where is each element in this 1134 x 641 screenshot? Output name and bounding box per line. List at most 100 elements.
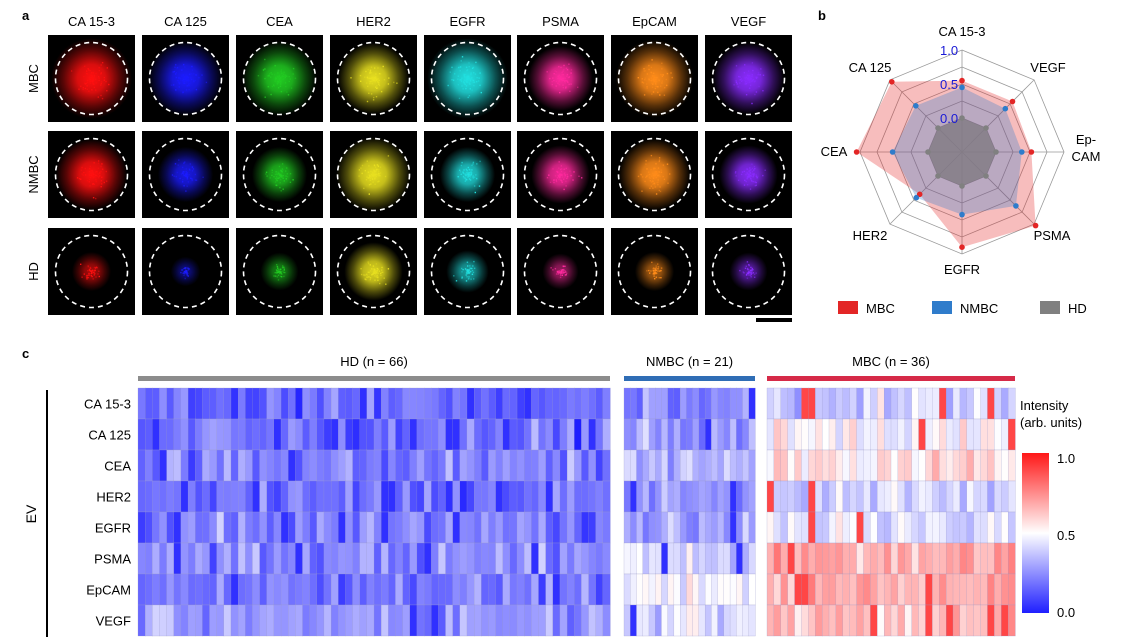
heatmap-cell [445, 449, 454, 482]
signal-speckle [367, 171, 370, 173]
radar-axis-label: HER2 [853, 228, 888, 243]
signal-speckle [654, 80, 656, 83]
signal-speckle [464, 268, 467, 271]
signal-speckle [277, 177, 279, 179]
signal-speckle [90, 80, 92, 82]
heatmap-cell [152, 511, 160, 544]
signal-speckle [649, 180, 652, 182]
signal-speckle [560, 270, 563, 272]
signal-speckle [187, 267, 189, 269]
signal-speckle [754, 184, 756, 187]
heatmap-cell [459, 449, 468, 482]
heatmap-cell [686, 511, 694, 544]
heatmap-cell [655, 449, 662, 482]
heatmap-cell [711, 387, 719, 420]
heatmap-cell [723, 542, 731, 575]
signal-speckle [194, 179, 197, 181]
heatmap-cell [945, 387, 954, 420]
signal-speckle [641, 78, 643, 80]
signal-speckle [183, 63, 185, 66]
heatmap-cell [911, 387, 920, 420]
signal-speckle [91, 77, 93, 79]
signal-speckle [742, 271, 744, 273]
signal-speckle [377, 272, 380, 275]
signal-speckle [271, 73, 273, 75]
heatmap-cell [266, 511, 275, 544]
signal-speckle [369, 278, 371, 281]
signal-speckle [182, 81, 184, 83]
signal-speckle [471, 77, 473, 79]
signal-speckle [750, 175, 753, 177]
signal-speckle [466, 171, 468, 174]
signal-speckle [285, 178, 287, 180]
signal-speckle [89, 165, 91, 168]
heatmap-cell [488, 511, 497, 544]
dashed-outline [617, 137, 692, 212]
signal-speckle [562, 86, 565, 89]
heatmap-cell [481, 449, 489, 482]
signal-speckle [650, 270, 652, 272]
signal-speckle [764, 169, 766, 171]
signal-speckle [739, 79, 741, 81]
signal-speckle [370, 66, 373, 68]
signal-speckle [648, 78, 650, 80]
heatmap-cell [259, 418, 268, 451]
heatmap-cell [137, 480, 146, 513]
heatmap-cell [574, 387, 582, 420]
heatmap-cell [137, 387, 146, 420]
heatmap-cell [216, 449, 225, 482]
heatmap-cell [952, 418, 961, 451]
signal-speckle [750, 276, 752, 278]
heatmap-cell [1001, 511, 1009, 544]
heatmap-cell [959, 542, 968, 575]
signal-speckle [92, 278, 94, 280]
signal-speckle [462, 88, 464, 90]
signal-speckle [641, 81, 644, 83]
signal-speckle [556, 270, 559, 273]
signal-speckle [98, 270, 100, 272]
signal-speckle [98, 67, 100, 69]
heatmap-cell [416, 573, 425, 606]
signal-speckle [380, 272, 382, 275]
signal-speckle [473, 185, 476, 187]
heatmap-cell [729, 480, 737, 513]
dashed-outline [617, 41, 692, 116]
heatmap-cell [642, 573, 650, 606]
signal-speckle [279, 182, 281, 184]
signal-speckle [367, 85, 369, 88]
signal-speckle [363, 187, 365, 190]
heatmap-cell [959, 604, 968, 637]
heatmap-cell [897, 418, 906, 451]
signal-speckle [750, 78, 752, 80]
signal-speckle [90, 74, 92, 76]
signal-speckle [751, 267, 753, 270]
heatmap-cell [259, 604, 268, 637]
signal-speckle [182, 172, 184, 174]
signal-speckle [573, 171, 575, 173]
heatmap-cell [595, 418, 604, 451]
signal-speckle [564, 270, 566, 272]
heatmap-cell [581, 604, 590, 637]
heatmap-cell [245, 418, 253, 451]
heatmap-cell [698, 542, 706, 575]
heatmap-cell [316, 542, 325, 575]
radar-tick-label: 1.0 [940, 43, 958, 58]
signal-speckle [464, 177, 466, 179]
signal-speckle [92, 197, 95, 199]
heatmap-cell [259, 387, 268, 420]
heatmap-cell [373, 418, 382, 451]
signal-speckle [179, 82, 181, 84]
signal-speckle [562, 270, 564, 272]
signal-speckle [100, 94, 102, 97]
heatmap-cell [588, 418, 597, 451]
signal-speckle [186, 79, 188, 82]
signal-speckle [549, 181, 552, 183]
signal-speckle [461, 267, 463, 270]
heatmap-cell [538, 573, 547, 606]
heatmap-cell [835, 480, 844, 513]
heatmap-cell [877, 449, 885, 482]
dashed-outline [54, 137, 129, 212]
signal-speckle [648, 171, 650, 173]
signal-speckle [88, 274, 90, 276]
signal-speckle [662, 175, 664, 178]
